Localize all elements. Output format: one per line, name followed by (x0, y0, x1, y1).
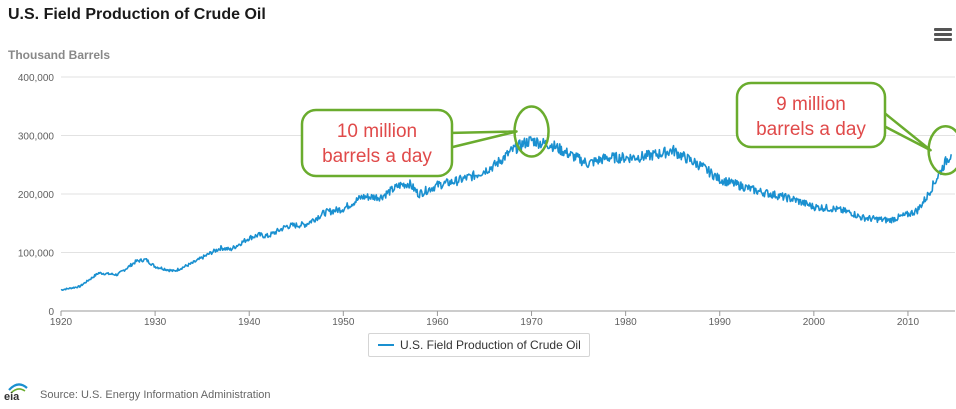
legend-item[interactable]: U.S. Field Production of Crude Oil (368, 333, 590, 357)
series-line (60, 136, 952, 292)
eia-logo-icon (8, 383, 28, 394)
x-tick-label: 1960 (426, 317, 449, 328)
callout-box (300, 108, 454, 178)
y-tick-label: 300,000 (18, 132, 55, 143)
x-tick-label: 1940 (238, 317, 261, 328)
x-tick-label: 1950 (332, 317, 355, 328)
callout-seam (871, 102, 881, 126)
y-tick-label: 0 (48, 307, 54, 318)
source-text: Source: U.S. Energy Information Administ… (40, 389, 271, 401)
legend-label: U.S. Field Production of Crude Oil (400, 338, 581, 352)
x-axis-ticks: 1920 1930 1940 1950 1960 1970 1980 1990 2000 2010 (50, 311, 920, 328)
annotation-circle (513, 105, 550, 158)
callout-text: barrels a day (756, 119, 866, 140)
y-tick-label: 200,000 (18, 190, 55, 201)
callout-seam (438, 129, 448, 154)
x-tick-label: 2010 (897, 317, 920, 328)
footer: eia Source: U.S. Energy Information Admi… (0, 378, 400, 408)
chart-title: U.S. Field Production of Crude Oil (8, 6, 266, 23)
x-tick-label: 2000 (803, 317, 826, 328)
y-axis-label: Thousand Barrels (8, 48, 111, 62)
hamburger-menu-icon[interactable] (934, 28, 952, 44)
annotation-layer: 10 million barrels a day 9 million barrels … (300, 81, 956, 178)
legend-swatch (378, 344, 394, 346)
callout-box (735, 81, 887, 149)
eia-logo-text: eia (4, 391, 20, 403)
y-tick-label: 400,000 (18, 73, 55, 84)
series-layer (60, 136, 952, 292)
y-tick-label: 100,000 (18, 249, 55, 260)
callout-text: 9 million (776, 94, 846, 115)
x-tick-label: 1920 (50, 317, 73, 328)
x-tick-label: 1990 (709, 317, 732, 328)
x-tick-label: 1970 (520, 317, 543, 328)
x-tick-label: 1930 (144, 317, 167, 328)
callout-text: 10 million (337, 121, 417, 142)
callout-text: barrels a day (322, 146, 432, 167)
y-axis-ticks: 0 100,000 200,000 300,000 400,000 (18, 73, 55, 318)
x-tick-label: 1980 (615, 317, 638, 328)
